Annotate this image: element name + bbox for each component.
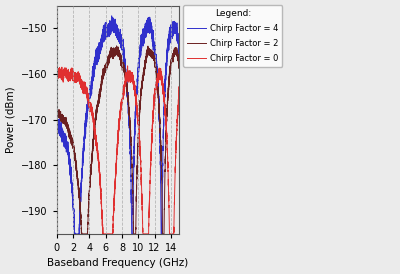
X-axis label: Baseband Frequency (GHz): Baseband Frequency (GHz) [47,258,188,269]
Chirp Factor = 2 [134,197,139,200]
Chirp Factor = 4 [101,37,106,40]
Chirp Factor = 2 [128,125,132,129]
Chirp Factor = 4 [155,75,160,79]
Chirp Factor = 4 [109,14,114,18]
Chirp Factor = 4 [134,98,139,102]
Chirp Factor = 0 [125,64,130,68]
Chirp Factor = 2 [146,50,150,53]
Chirp Factor = 0 [134,99,139,103]
Chirp Factor = 0 [177,93,182,97]
Chirp Factor = 4 [128,145,132,149]
Chirp Factor = 2 [79,232,84,236]
Chirp Factor = 0 [54,71,59,75]
Legend: Chirp Factor = 4, Chirp Factor = 2, Chirp Factor = 0: Chirp Factor = 4, Chirp Factor = 2, Chir… [183,5,282,67]
Chirp Factor = 4 [77,232,82,236]
Chirp Factor = 0 [155,75,160,78]
Line: Chirp Factor = 4: Chirp Factor = 4 [57,16,179,234]
Chirp Factor = 2 [54,114,59,118]
Chirp Factor = 4 [177,51,182,54]
Line: Chirp Factor = 0: Chirp Factor = 0 [57,66,179,234]
Chirp Factor = 0 [101,232,106,236]
Chirp Factor = 4 [72,232,77,236]
Chirp Factor = 2 [177,63,182,66]
Chirp Factor = 0 [100,232,105,236]
Chirp Factor = 4 [54,128,59,131]
Chirp Factor = 2 [114,44,119,48]
Chirp Factor = 0 [76,75,81,78]
Chirp Factor = 4 [146,19,150,22]
Chirp Factor = 2 [76,187,81,191]
Chirp Factor = 0 [146,232,150,236]
Line: Chirp Factor = 2: Chirp Factor = 2 [57,46,179,234]
Y-axis label: Power (dBm): Power (dBm) [6,86,16,153]
Chirp Factor = 2 [155,81,160,84]
Chirp Factor = 0 [128,79,132,82]
Chirp Factor = 2 [101,69,106,73]
